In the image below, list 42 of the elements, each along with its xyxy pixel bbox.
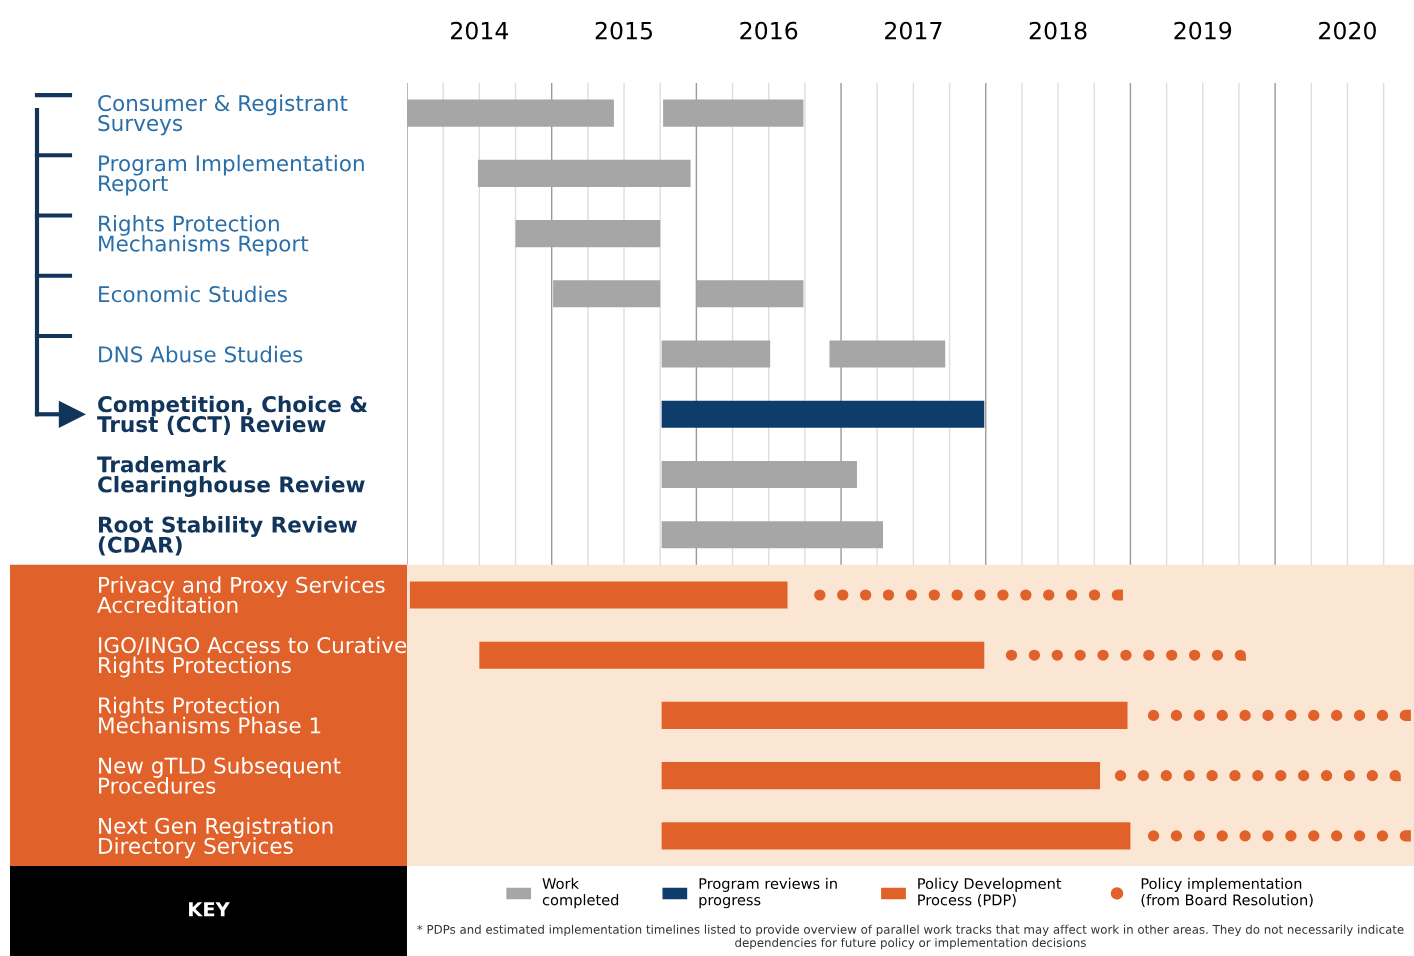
bar: [663, 99, 804, 127]
bar: [696, 280, 804, 308]
bar: [661, 822, 1131, 850]
legend-label: Policy implementation (from Board Resolution): [1141, 877, 1313, 908]
bar: [409, 581, 788, 609]
y-tick-label: Consumer & Registrant Surveys: [98, 94, 348, 136]
y-tick-label: Rights Protection Mechanisms Report: [99, 214, 309, 256]
x-tick-label: 2017: [885, 21, 942, 40]
legend-title: KEY: [189, 902, 230, 917]
bar: [661, 521, 884, 549]
y-tick-label: Competition, Choice & Trust (CCT) Review: [97, 395, 368, 435]
bar: [477, 159, 691, 187]
y-tick-label: New gTLD Subsequent Procedures: [99, 757, 341, 794]
bar: [553, 280, 661, 308]
bar: [661, 460, 857, 489]
x-tick-label: 2016: [740, 21, 798, 40]
y-tick-label: Privacy and Proxy Services Accreditation: [97, 576, 385, 614]
bar: [661, 762, 1101, 790]
y-tick-label: Rights Protection Mechanisms Phase 1: [99, 696, 321, 734]
legend-label: Work completed: [542, 877, 619, 909]
y-tick-label: Root Stability Review (CDAR): [98, 516, 357, 556]
legend-label: Policy Development Process (PDP): [918, 877, 1062, 908]
bar: [407, 99, 614, 127]
y-tick-label: Program Implementation Report: [99, 154, 364, 196]
x-tick-label: 2019: [1174, 21, 1232, 40]
bar: [661, 400, 985, 428]
y-tick-label: IGO/INGO Access to Curative Rights Protections: [99, 636, 407, 678]
x-tick-label: 2018: [1029, 21, 1087, 40]
legend-label: Program reviews in progress: [699, 877, 837, 909]
x-tick-label: 2015: [595, 21, 653, 40]
bar: [515, 220, 661, 248]
x-tick-label: 2020: [1319, 21, 1376, 40]
y-tick-label: DNS Abuse Studies: [99, 345, 303, 363]
bar: [661, 340, 771, 368]
bar: [661, 701, 1128, 729]
y-tick-label: Next Gen Registration Directory Services: [99, 817, 333, 859]
y-tick-label: Trademark Clearinghouse Review: [97, 455, 365, 497]
y-tick-label: Economic Studies: [99, 285, 287, 303]
x-tick-label: 2014: [451, 21, 509, 40]
bar: [829, 340, 946, 368]
text: * PDPs and estimated implementation timelines listed to provide overview of parallel work tracks that may affect work in other areas. They do not necessarily indicate dependencies for future policy or implementation decisions: [417, 924, 1404, 950]
bar: [479, 641, 985, 669]
